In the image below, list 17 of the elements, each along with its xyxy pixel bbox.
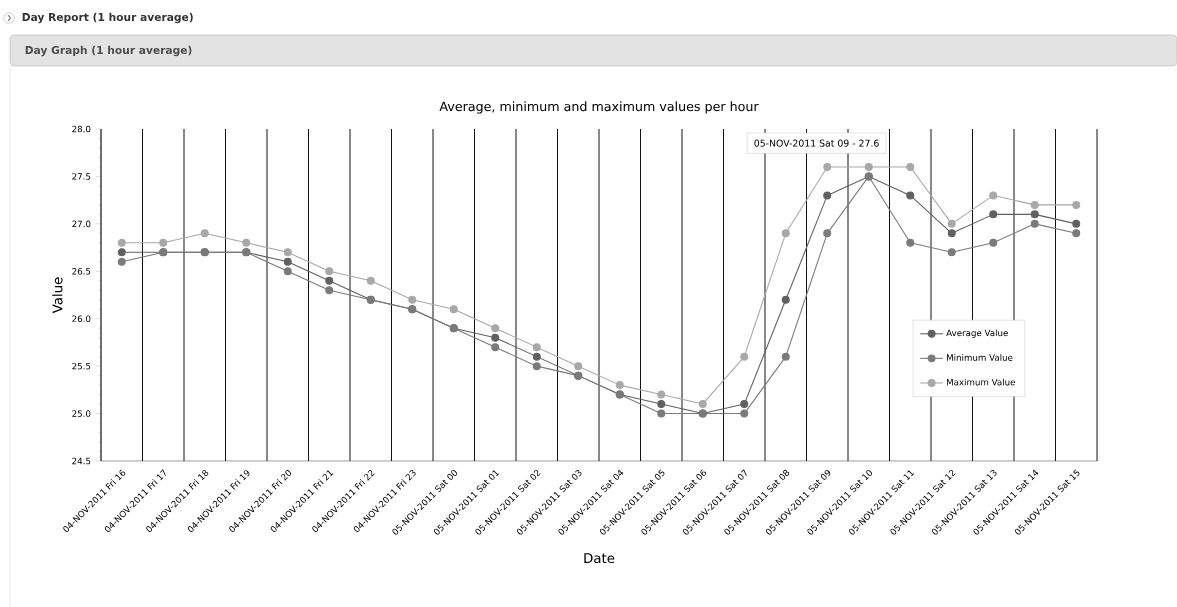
y-tick-label: 25.5 [72, 362, 91, 370]
y-tick-label: 26.5 [72, 268, 91, 275]
legend-label: Maximum Value [947, 378, 1015, 386]
y-tick-label: 26.0 [72, 315, 91, 322]
text: Day Graph (1 hour average) [25, 45, 192, 57]
x-axis-title: Date [584, 553, 615, 564]
text: Day Report (1 hour average) [22, 12, 193, 24]
y-axis-title: Value [52, 277, 63, 314]
chart-title: Average, minimum and maximum values per hour [439, 101, 759, 114]
y-tick-label: 24.5 [72, 457, 91, 465]
legend-label: Minimum Value [947, 354, 1013, 361]
y-tick-label: 25.0 [72, 410, 91, 417]
annotation: 05-NOV-2011 Sat 09 - 27.6 [754, 139, 879, 147]
y-tick-label: 27.0 [72, 220, 91, 228]
legend-label: Average Value [946, 329, 1008, 338]
y-tick-label: 27.5 [72, 173, 91, 180]
y-tick-label: 28.0 [72, 125, 91, 133]
